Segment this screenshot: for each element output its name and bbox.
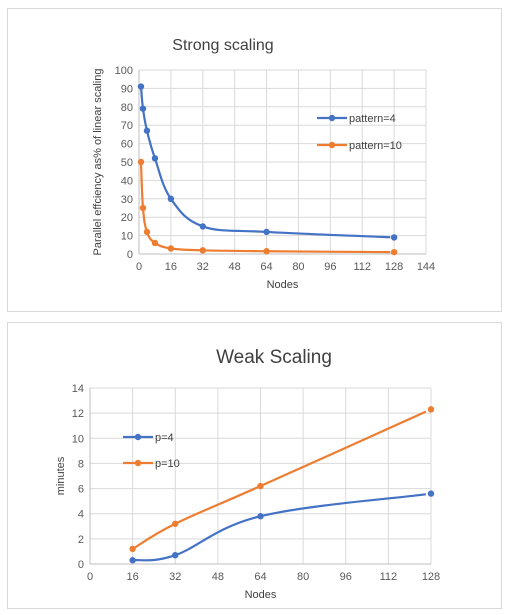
chart-title: Strong scaling xyxy=(172,37,273,54)
y-tick-label: 2 xyxy=(78,534,84,546)
y-tick-label: 30 xyxy=(121,194,133,206)
data-point xyxy=(257,482,264,490)
x-tick-label: 96 xyxy=(340,571,352,583)
y-tick-label: 0 xyxy=(78,559,84,571)
y-tick-label: 12 xyxy=(72,408,84,420)
data-point xyxy=(143,228,151,236)
data-point xyxy=(137,83,145,90)
data-point xyxy=(129,557,136,564)
y-tick-label: 0 xyxy=(127,249,133,261)
y-tick-label: 20 xyxy=(121,212,133,224)
y-tick-label: 100 xyxy=(115,65,133,77)
legend-marker-1 xyxy=(134,459,142,467)
data-point xyxy=(390,248,398,256)
y-tick-label: 6 xyxy=(78,484,84,496)
x-tick-label: 64 xyxy=(260,261,272,273)
x-tick-label: 144 xyxy=(417,261,435,273)
x-tick-label: 128 xyxy=(385,261,403,273)
x-tick-label: 0 xyxy=(87,571,93,583)
data-point xyxy=(390,234,398,241)
data-point xyxy=(129,545,136,553)
y-tick-label: 40 xyxy=(121,175,133,187)
legend-label-1: p=10 xyxy=(155,458,180,470)
y-tick-label: 14 xyxy=(72,383,84,395)
legend-label-1: pattern=10 xyxy=(349,140,402,152)
x-axis-label: Nodes xyxy=(267,279,299,291)
y-axis-label: Parallel effciency as% of linear scaling xyxy=(92,69,104,256)
weak-scaling-chart: Weak Scaling 0 2 4 6 8 10 12 14 0 16 32 48 64 80 96 112 1… xyxy=(55,347,440,601)
data-point xyxy=(257,513,264,520)
x-tick-label: 80 xyxy=(292,261,304,273)
x-tick-label: 16 xyxy=(127,571,139,583)
x-axis-label: Nodes xyxy=(245,589,277,601)
data-point xyxy=(167,195,175,202)
legend-label-0: p=4 xyxy=(155,432,174,444)
series-line-1 xyxy=(132,410,427,550)
data-point xyxy=(143,127,151,134)
x-tick-label: 16 xyxy=(165,261,177,273)
y-tick-label: 50 xyxy=(121,157,133,169)
data-point xyxy=(137,158,145,166)
x-tick-label: 32 xyxy=(197,261,209,273)
chart-title: Weak Scaling xyxy=(216,347,332,368)
series-line-0 xyxy=(132,493,427,562)
y-tick-label: 10 xyxy=(72,433,84,445)
data-point xyxy=(172,520,179,527)
data-point xyxy=(427,490,435,497)
data-point xyxy=(139,105,147,112)
data-point xyxy=(151,155,159,162)
strong-scaling-chart: Strong scaling 0 10 20 30 40 50 60 70 80 90 100 0 16 3… xyxy=(92,37,435,291)
y-tick-label: 80 xyxy=(121,102,133,114)
data-point xyxy=(172,552,179,559)
data-point xyxy=(263,228,270,236)
data-point xyxy=(167,245,175,252)
data-point xyxy=(427,406,435,413)
x-tick-label: 64 xyxy=(254,571,266,583)
x-tick-label: 128 xyxy=(422,571,440,583)
x-tick-label: 48 xyxy=(212,571,224,583)
x-tick-label: 112 xyxy=(353,261,371,273)
data-point xyxy=(151,239,159,247)
series-line-1 xyxy=(139,161,391,254)
y-axis-label: minutes xyxy=(55,456,67,495)
y-tick-label: 10 xyxy=(121,231,133,243)
x-tick-label: 112 xyxy=(380,571,398,583)
y-tick-label: 90 xyxy=(121,83,133,95)
y-tick-label: 70 xyxy=(121,120,133,132)
data-point xyxy=(263,248,270,255)
series-line-0 xyxy=(139,86,391,239)
x-tick-label: 96 xyxy=(324,261,336,273)
legend-marker-0 xyxy=(134,433,142,441)
legend-label-0: pattern=4 xyxy=(349,113,396,125)
x-tick-label: 80 xyxy=(297,571,309,583)
y-tick-label: 4 xyxy=(78,509,84,521)
legend-marker-1 xyxy=(328,141,336,149)
x-tick-label: 32 xyxy=(169,571,181,583)
x-tick-label: 48 xyxy=(229,261,241,273)
data-point xyxy=(139,204,147,212)
data-point xyxy=(199,223,206,230)
strong-scaling-chart-panel: Strong scaling 0 10 20 30 40 50 60 70 80 90 100 0 16 3… xyxy=(7,8,502,312)
y-tick-label: 60 xyxy=(121,139,133,151)
weak-scaling-chart-panel: Weak Scaling 0 2 4 6 8 10 12 14 0 16 32 48 64 80 96 112 1… xyxy=(7,322,502,609)
y-tick-label: 8 xyxy=(78,458,84,470)
legend-marker-0 xyxy=(328,114,336,122)
data-point xyxy=(199,247,206,254)
x-tick-label: 0 xyxy=(136,261,142,273)
